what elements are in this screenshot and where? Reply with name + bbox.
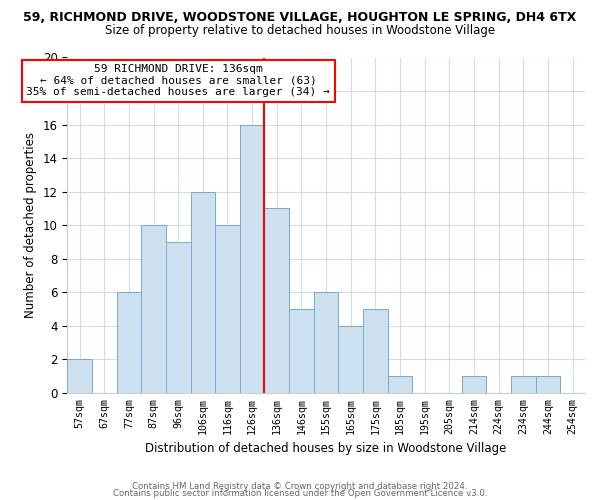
X-axis label: Distribution of detached houses by size in Woodstone Village: Distribution of detached houses by size … xyxy=(145,442,507,455)
Bar xyxy=(289,309,314,393)
Text: Contains HM Land Registry data © Crown copyright and database right 2024.: Contains HM Land Registry data © Crown c… xyxy=(132,482,468,491)
Bar xyxy=(67,360,92,393)
Bar xyxy=(536,376,560,393)
Bar xyxy=(363,309,388,393)
Bar xyxy=(191,192,215,393)
Bar xyxy=(265,208,289,393)
Text: 59, RICHMOND DRIVE, WOODSTONE VILLAGE, HOUGHTON LE SPRING, DH4 6TX: 59, RICHMOND DRIVE, WOODSTONE VILLAGE, H… xyxy=(23,11,577,24)
Bar xyxy=(314,292,338,393)
Bar xyxy=(166,242,191,393)
Bar xyxy=(462,376,487,393)
Bar xyxy=(116,292,141,393)
Bar xyxy=(388,376,412,393)
Bar xyxy=(215,225,240,393)
Text: 59 RICHMOND DRIVE: 136sqm
← 64% of detached houses are smaller (63)
35% of semi-: 59 RICHMOND DRIVE: 136sqm ← 64% of detac… xyxy=(26,64,330,98)
Bar xyxy=(511,376,536,393)
Bar xyxy=(240,124,265,393)
Bar xyxy=(338,326,363,393)
Y-axis label: Number of detached properties: Number of detached properties xyxy=(24,132,37,318)
Text: Contains public sector information licensed under the Open Government Licence v3: Contains public sector information licen… xyxy=(113,489,487,498)
Bar xyxy=(141,225,166,393)
Text: Size of property relative to detached houses in Woodstone Village: Size of property relative to detached ho… xyxy=(105,24,495,37)
